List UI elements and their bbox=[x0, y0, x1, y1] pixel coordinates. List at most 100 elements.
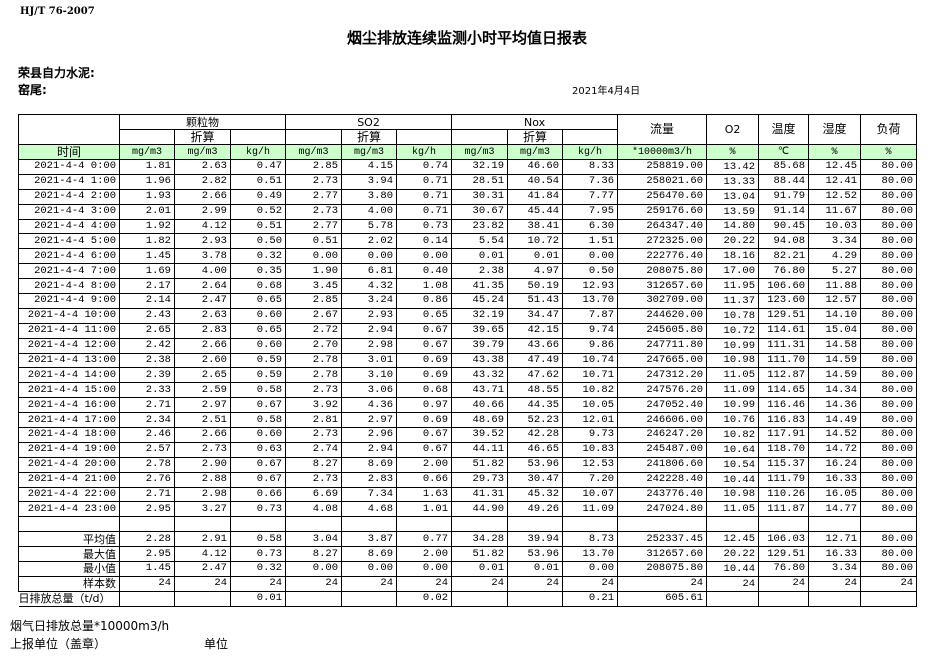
value-cell: 32.19 bbox=[451, 159, 509, 175]
value-cell: 2.76 bbox=[119, 471, 175, 488]
time-cell: 2021-4-4 4:00 bbox=[18, 218, 120, 235]
value-cell: 42.15 bbox=[507, 322, 564, 339]
value-cell: 4.00 bbox=[341, 203, 398, 220]
value-cell: 3.10 bbox=[341, 367, 398, 384]
value-cell: 41.35 bbox=[451, 278, 509, 295]
value-cell: 2.83 bbox=[341, 471, 398, 488]
value-cell: 3.45 bbox=[285, 278, 343, 295]
value-cell: 5.54 bbox=[451, 233, 509, 250]
value-cell: 24 bbox=[808, 575, 862, 592]
value-cell: 11.67 bbox=[808, 203, 862, 220]
value-cell: 43.32 bbox=[451, 367, 509, 384]
value-cell: 24 bbox=[229, 575, 287, 592]
value-cell: 80.00 bbox=[860, 307, 918, 324]
value-cell: 112.87 bbox=[758, 367, 810, 384]
value-cell: kg/h bbox=[562, 144, 619, 160]
value-cell: 110.26 bbox=[758, 486, 810, 503]
value-cell: 0.14 bbox=[396, 233, 453, 250]
table-row: 2021-4-4 17:00 2.34 2.51 0.58 2.81 2.97 0.69 48… bbox=[18, 412, 918, 429]
value-cell: 2.90 bbox=[174, 456, 231, 473]
table-row: 2021-4-4 2:00 1.93 2.66 0.49 2.77 3.80 0.71 30.… bbox=[18, 188, 918, 205]
value-cell: *10000m3/h bbox=[617, 144, 708, 160]
value-cell: 1.08 bbox=[396, 278, 453, 295]
value-cell: 3.04 bbox=[285, 531, 343, 548]
value-cell: 24 bbox=[396, 575, 453, 592]
value-cell: 0.69 bbox=[396, 367, 453, 384]
value-cell: 0.58 bbox=[229, 531, 287, 548]
value-cell bbox=[758, 590, 810, 607]
value-cell: 80.00 bbox=[860, 218, 918, 235]
header-blank bbox=[562, 129, 619, 145]
value-cell: 0.67 bbox=[229, 471, 287, 488]
value-cell: 41.84 bbox=[507, 188, 564, 205]
value-cell: 106.03 bbox=[758, 531, 810, 548]
value-cell: 2.81 bbox=[285, 412, 343, 429]
value-cell: 2.98 bbox=[341, 337, 398, 354]
value-cell: 2.94 bbox=[341, 322, 398, 339]
value-cell: 0.59 bbox=[229, 352, 287, 369]
value-cell bbox=[808, 590, 862, 607]
value-cell: 12.52 bbox=[808, 188, 862, 205]
value-cell: 24 bbox=[285, 575, 343, 592]
time-cell: 2021-4-4 11:00 bbox=[18, 322, 120, 339]
value-cell: 50.19 bbox=[507, 278, 564, 295]
value-cell: 13.04 bbox=[706, 188, 760, 205]
value-cell: 45.44 bbox=[507, 203, 564, 220]
value-cell: 2.78 bbox=[285, 367, 343, 384]
value-cell: 2.71 bbox=[119, 486, 175, 503]
value-cell: 241806.60 bbox=[617, 456, 708, 473]
value-cell: 80.00 bbox=[860, 486, 918, 503]
value-cell: 0.67 bbox=[396, 322, 453, 339]
value-cell: 0.66 bbox=[396, 471, 453, 488]
value-cell: 11.09 bbox=[706, 382, 760, 399]
table-row: 2021-4-4 13:00 2.38 2.60 0.59 2.78 3.01 0.69 43… bbox=[18, 352, 918, 369]
value-cell: 94.08 bbox=[758, 233, 810, 250]
value-cell: mg/m3 bbox=[341, 144, 398, 160]
value-cell: 34.28 bbox=[451, 531, 509, 548]
time-cell: 2021-4-4 13:00 bbox=[18, 352, 120, 369]
empty-cell bbox=[706, 516, 760, 533]
value-cell: % bbox=[860, 144, 918, 160]
value-cell: 0.97 bbox=[396, 397, 453, 414]
value-cell: 12.45 bbox=[706, 531, 760, 548]
value-cell: 2.00 bbox=[396, 456, 453, 473]
value-cell: 46.60 bbox=[507, 159, 564, 175]
value-cell: 24 bbox=[562, 575, 619, 592]
time-cell: 2021-4-4 21:00 bbox=[18, 471, 120, 488]
value-cell: 14.36 bbox=[808, 397, 862, 414]
time-cell: 2021-4-4 15:00 bbox=[18, 382, 120, 399]
value-cell: 45.32 bbox=[507, 486, 564, 503]
value-cell: 242228.40 bbox=[617, 471, 708, 488]
value-cell: 2.64 bbox=[174, 278, 231, 295]
value-cell: 2.73 bbox=[285, 471, 343, 488]
value-cell: 80.00 bbox=[860, 233, 918, 250]
empty-cell bbox=[119, 516, 175, 533]
value-cell: 208075.80 bbox=[617, 263, 708, 280]
value-cell: 10.71 bbox=[562, 367, 619, 384]
value-cell: mg/m3 bbox=[174, 144, 231, 160]
table-row: 2021-4-4 10:00 2.43 2.63 0.60 2.67 2.93 0.65 32… bbox=[18, 307, 918, 324]
value-cell: 129.51 bbox=[758, 307, 810, 324]
value-cell: 32.19 bbox=[451, 307, 509, 324]
value-cell: 30.67 bbox=[451, 203, 509, 220]
value-cell: 43.71 bbox=[451, 382, 509, 399]
time-cell: 2021-4-4 14:00 bbox=[18, 367, 120, 384]
value-cell: 258021.60 bbox=[617, 173, 708, 190]
value-cell: 2.93 bbox=[341, 307, 398, 324]
report-date: 2021年4月4日 bbox=[572, 86, 641, 97]
value-cell: 4.12 bbox=[174, 218, 231, 235]
value-cell: 2.38 bbox=[451, 263, 509, 280]
value-cell: 11.09 bbox=[562, 501, 619, 518]
value-cell: 0.59 bbox=[229, 367, 287, 384]
value-cell bbox=[706, 590, 760, 607]
header-blank bbox=[451, 129, 509, 145]
header-pm-converted: 折算 bbox=[174, 129, 231, 145]
value-cell: 39.94 bbox=[507, 531, 564, 548]
empty-cell bbox=[451, 516, 509, 533]
value-cell: 12.57 bbox=[808, 293, 862, 309]
value-cell: 0.00 bbox=[341, 248, 398, 265]
table-row: 2021-4-4 4:00 1.92 4.12 0.51 2.77 5.78 0.73 23.… bbox=[18, 218, 918, 235]
value-cell: 2.47 bbox=[174, 293, 231, 309]
value-cell: 48.69 bbox=[451, 412, 509, 429]
time-cell: 2021-4-4 16:00 bbox=[18, 397, 120, 414]
